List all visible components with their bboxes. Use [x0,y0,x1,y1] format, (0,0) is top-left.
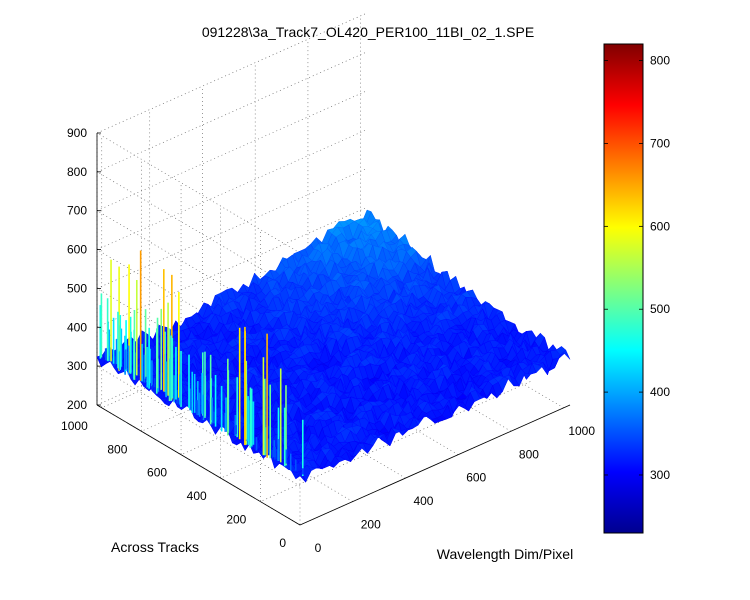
chart-title: 091228\3a_Track7_OL420_PER100_11BI_02_1.… [202,24,534,40]
x-tick-label: 200 [361,518,381,532]
x-axis-line [299,404,571,526]
z-axis-ticks: 200 300 400 500 600 700 800 900 [67,126,101,412]
y-axis-line [96,404,301,526]
z-tick-label: 800 [67,165,87,179]
colorbar-ticks: 300 400 500 600 700 800 [604,54,670,482]
axes-box [96,133,571,526]
y-tick-label: 1000 [61,419,88,433]
x-tick-label: 800 [519,447,539,461]
colorbar-tick-label: 300 [650,468,670,482]
x-tick-label: 400 [413,494,433,508]
z-gridline [96,168,368,409]
colorbar-tick-label: 800 [650,54,670,68]
y-tick-label: 400 [187,489,207,503]
z-gridline [96,90,368,331]
y-tick-label: 800 [107,442,127,456]
y-tick-label: 0 [279,536,286,550]
x-tick-label: 0 [315,541,322,555]
z-gridline [96,129,368,370]
colorbar-tick-label: 600 [650,219,670,233]
z-gridline [96,207,368,448]
surface-cell [295,469,306,483]
x-tick-label: 600 [466,471,486,485]
z-tick-label: 500 [67,281,87,295]
y-tick-label: 600 [147,466,167,480]
x-axis-label: Wavelength Dim/Pixel [437,546,573,562]
colorbar-tick-label: 500 [650,302,670,316]
z-tick-label: 300 [67,359,87,373]
y-gridline [141,159,412,432]
y-tick-label: 200 [226,513,246,527]
z-gridline [96,51,368,293]
y-gridline [101,135,372,409]
z-tick-label: 700 [67,204,87,218]
x-tick-label: 1000 [568,424,595,438]
y-axis-ticks: 0 200 400 600 800 1000 [61,419,286,550]
y-axis-label: Across Tracks [111,539,199,555]
edge-spikes [99,250,304,477]
z-tick-label: 600 [67,243,87,257]
colorbar-tick-label: 700 [650,136,670,150]
y-gridline [180,182,452,456]
z-tick-label: 200 [67,398,87,412]
x-axis-ticks: 0 200 400 600 800 1000 [315,424,596,555]
z-tick-label: 900 [67,126,87,140]
z-tick-label: 400 [67,320,87,334]
z-gridline [96,12,368,254]
colorbar [603,43,644,534]
colorbar-tick-label: 400 [650,385,670,399]
